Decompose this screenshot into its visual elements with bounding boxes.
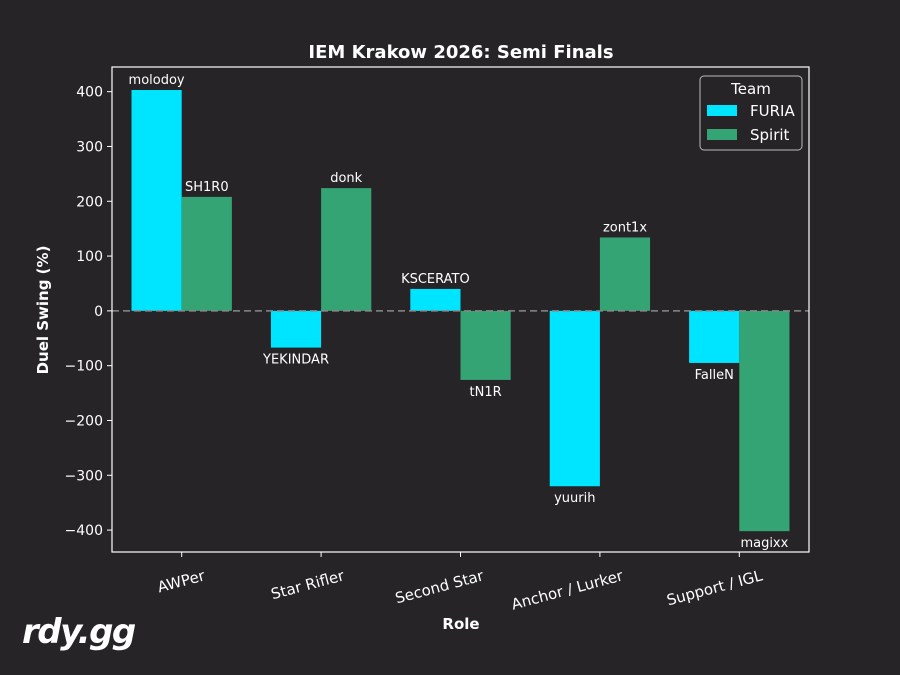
- y-tick-label: 200: [76, 194, 103, 210]
- y-tick-label: −200: [65, 413, 103, 429]
- y-tick-label: −100: [65, 359, 103, 375]
- y-axis-label: Duel Swing (%): [34, 246, 52, 375]
- bar-furia: [131, 90, 182, 311]
- player-label: YEKINDAR: [262, 353, 329, 368]
- y-tick-label: 100: [76, 249, 103, 265]
- brand-logo: rdy.gg: [22, 612, 136, 652]
- x-tick-label: Second Star: [393, 566, 486, 607]
- y-tick-label: −300: [65, 468, 103, 484]
- player-label: SH1R0: [185, 180, 229, 195]
- player-label: molodoy: [129, 73, 185, 88]
- player-label: yuurih: [554, 491, 595, 506]
- bar-furia: [689, 310, 740, 363]
- bar-spirit: [321, 188, 372, 311]
- bar-furia: [549, 310, 600, 487]
- legend-swatch-spirit: [707, 129, 737, 140]
- y-tick-label: −400: [65, 523, 103, 539]
- bar-furia: [410, 288, 461, 311]
- bar-furia: [270, 310, 322, 348]
- player-label: tN1R: [470, 385, 502, 400]
- x-tick-label: AWPer: [156, 566, 208, 596]
- legend-label: FURIA: [750, 102, 795, 120]
- player-label: KSCERATO: [401, 272, 470, 287]
- bar-spirit: [599, 237, 651, 311]
- player-label: FalleN: [695, 368, 734, 383]
- x-tick-label: Anchor / Lurker: [509, 566, 625, 613]
- y-tick-label: 0: [94, 304, 103, 320]
- x-tick-label: Star Rifler: [269, 566, 347, 603]
- y-tick-label: 300: [76, 139, 103, 155]
- plot-area: molodoy YEKINDAR KSCERATO yuurih FalleN SH1R0…: [65, 73, 809, 614]
- legend-label: Spirit: [750, 126, 790, 144]
- legend-swatch-furia: [707, 105, 737, 116]
- bar-spirit: [181, 196, 232, 311]
- player-label: magixx: [740, 536, 788, 551]
- player-label: zont1x: [603, 220, 647, 235]
- y-tick-label: 400: [76, 85, 103, 101]
- plot-frame: [111, 66, 810, 553]
- legend-title: Team: [730, 80, 771, 98]
- bar-spirit: [460, 310, 511, 380]
- player-label: donk: [330, 171, 362, 186]
- chart-title: IEM Krakow 2026: Semi Finals: [308, 42, 613, 63]
- legend: Team FURIA Spirit: [699, 75, 803, 151]
- bar-spirit: [739, 310, 790, 532]
- x-tick-label: Support / IGL: [665, 566, 765, 609]
- x-axis-label: Role: [442, 615, 479, 633]
